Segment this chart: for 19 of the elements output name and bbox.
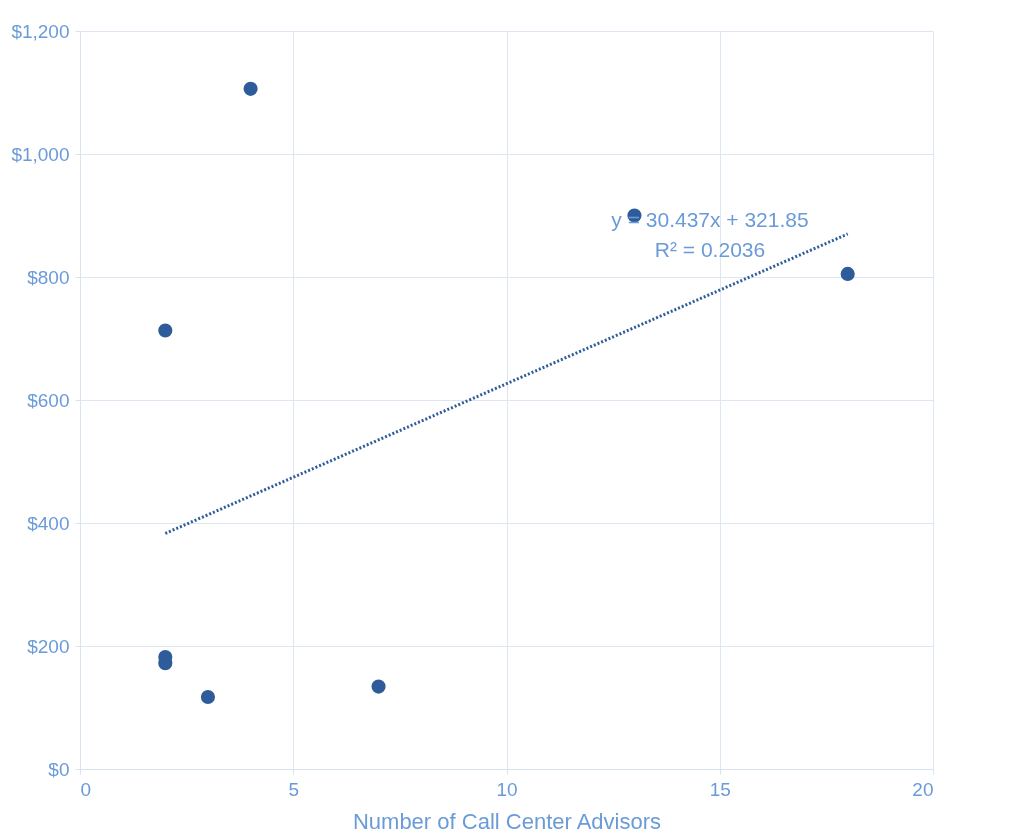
x-axis-title: Number of Call Center Advisors	[352, 808, 662, 834]
x-tick-label: 20	[912, 778, 934, 800]
annotation: R² = 0.2036	[654, 238, 766, 261]
point	[371, 679, 386, 694]
point	[243, 81, 258, 96]
y-tick-label: $1,200	[11, 20, 70, 42]
y-tick-label: $200	[27, 635, 70, 657]
y-tick-label: $800	[27, 266, 70, 288]
y-tick-label: $600	[27, 389, 70, 411]
point	[200, 689, 216, 705]
x-tick-label: 10	[496, 778, 518, 800]
y-tick-label: $400	[27, 512, 70, 534]
x-tick-label: 15	[709, 778, 731, 800]
y-tick-label: $0	[48, 758, 70, 780]
y-tick-label: $1,000	[11, 143, 70, 165]
point	[840, 266, 855, 281]
x-tick-label: 5	[288, 778, 300, 800]
x-tick-label: 0	[80, 778, 92, 800]
point	[158, 323, 173, 338]
